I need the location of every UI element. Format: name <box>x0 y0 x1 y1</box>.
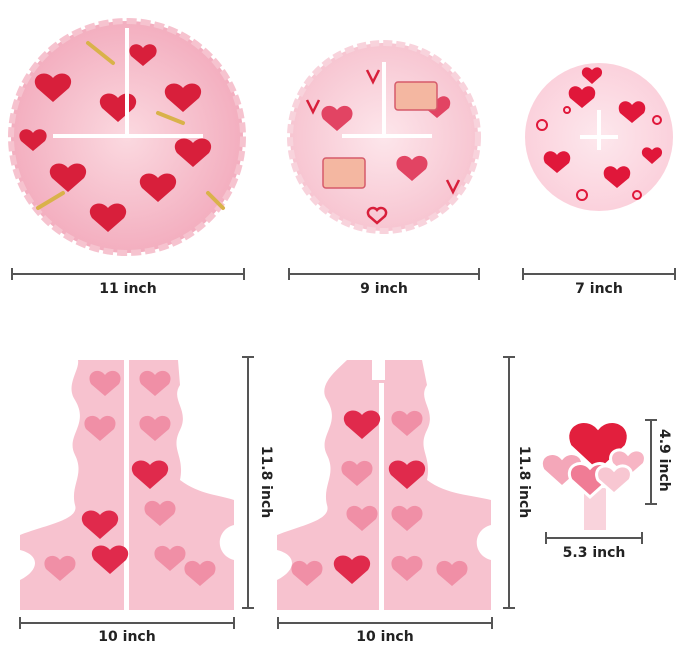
dimension-line-medium <box>288 268 480 280</box>
dimension-line-small <box>522 268 676 280</box>
dimension-line-topper-width <box>545 532 643 544</box>
dimension-label-large: 11 inch <box>99 281 157 297</box>
dimension-label-stand-left-height: 11.8 inch <box>258 445 274 519</box>
dimension-label-topper-width: 5.3 inch <box>562 545 626 561</box>
dimension-line-stand-right-width <box>277 617 493 629</box>
dimension-line-topper-height <box>645 419 657 505</box>
dimension-label-stand-right-width: 10 inch <box>356 629 414 645</box>
round-tier-large <box>8 18 246 256</box>
dimension-line-stand-left-width <box>19 617 235 629</box>
dimension-label-stand-right-height: 11.8 inch <box>516 445 532 519</box>
dimension-line-stand-right-height <box>503 356 515 609</box>
dimension-label-stand-left-width: 10 inch <box>98 629 156 645</box>
dimension-label-medium: 9 inch <box>360 281 408 297</box>
dimension-label-topper-height: 4.9 inch <box>656 429 672 492</box>
dimension-label-small: 7 inch <box>575 281 623 297</box>
dimension-line-stand-left-height <box>242 356 254 609</box>
round-tier-medium <box>287 40 481 234</box>
dimension-line-large <box>11 268 245 280</box>
heart-topper <box>540 420 647 530</box>
stand-piece-left <box>20 360 234 610</box>
stand-piece-right <box>277 360 491 610</box>
round-tier-small <box>525 63 673 211</box>
